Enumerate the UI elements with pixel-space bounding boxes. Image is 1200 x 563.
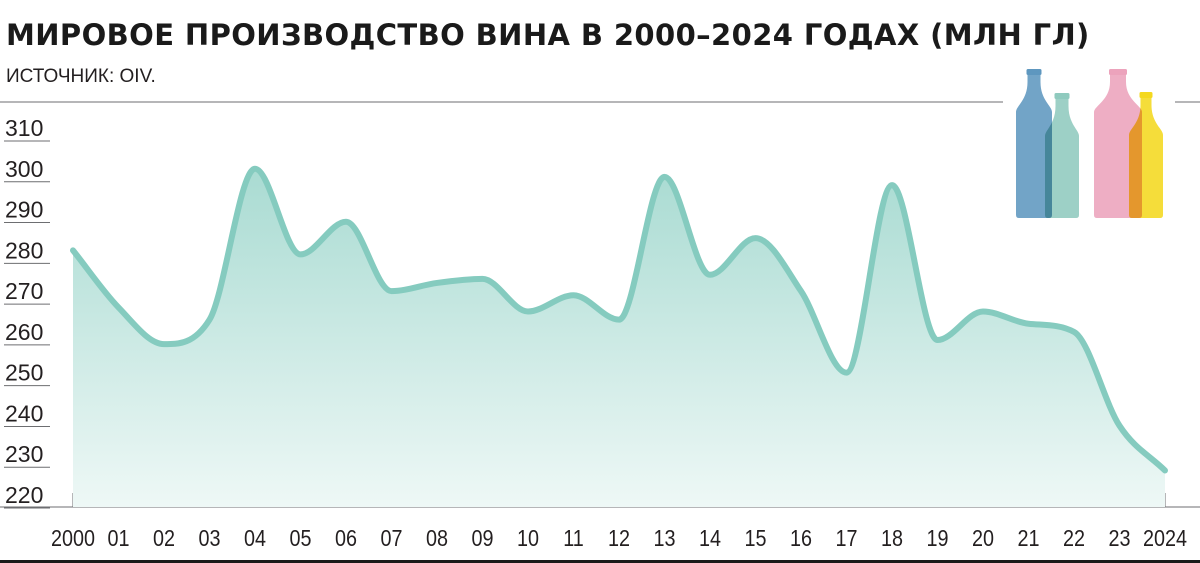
x-tick-label: 10 bbox=[517, 526, 539, 552]
teal-bottle-icon-cap bbox=[1054, 93, 1070, 99]
y-tick-label: 240 bbox=[5, 400, 43, 426]
data-point bbox=[252, 166, 258, 172]
x-tick-label: 22 bbox=[1063, 526, 1085, 552]
data-point bbox=[980, 309, 986, 315]
series-line bbox=[70, 165, 1168, 474]
data-point bbox=[889, 182, 895, 188]
data-point bbox=[389, 288, 395, 294]
y-axis: 310 300 290 280 270 260 250 240 230 220 bbox=[4, 115, 50, 509]
x-tick-label: 05 bbox=[289, 526, 311, 552]
x-tick-label: 03 bbox=[198, 526, 220, 552]
production-series bbox=[70, 165, 1168, 507]
y-tick-label: 310 bbox=[5, 115, 43, 141]
data-point bbox=[798, 288, 804, 294]
data-point bbox=[707, 272, 713, 278]
data-point bbox=[935, 337, 941, 343]
y-tick-label: 270 bbox=[5, 278, 43, 304]
x-tick-label: 17 bbox=[835, 526, 857, 552]
data-point bbox=[753, 235, 759, 241]
blue-bottle-icon bbox=[1016, 71, 1052, 218]
series-area bbox=[73, 168, 1165, 507]
x-axis: 2000 01 02 03 04 05 06 07 08 09 10 11 12 13 14 15 16 17 18… bbox=[51, 493, 1187, 551]
blue-bottle-icon-cap bbox=[1026, 69, 1042, 75]
x-tick-label: 16 bbox=[790, 526, 812, 552]
data-point bbox=[343, 219, 349, 225]
x-tick-label: 2024 bbox=[1143, 526, 1187, 552]
data-point bbox=[662, 174, 668, 180]
data-point bbox=[116, 304, 122, 310]
data-point bbox=[616, 317, 622, 323]
x-tick-label: 02 bbox=[153, 526, 175, 552]
yellow-bottle-icon bbox=[1129, 94, 1163, 218]
data-point bbox=[207, 317, 213, 323]
data-point bbox=[434, 280, 440, 286]
data-point bbox=[161, 341, 167, 347]
yellow-bottle-icon-cap bbox=[1139, 92, 1153, 98]
x-tick-label: 19 bbox=[926, 526, 948, 552]
bottom-rule bbox=[0, 560, 1200, 563]
teal-bottle-icon bbox=[1045, 95, 1079, 218]
y-tick-label: 250 bbox=[5, 360, 43, 386]
data-point bbox=[1071, 329, 1077, 335]
pink-bottle-icon-cap bbox=[1109, 69, 1127, 75]
data-point bbox=[298, 251, 304, 257]
chart-source: ИСТОЧНИК: OIV. bbox=[6, 66, 156, 87]
x-tick-label: 20 bbox=[972, 526, 994, 552]
x-tick-label: 2000 bbox=[51, 526, 95, 552]
x-tick-label: 01 bbox=[107, 526, 129, 552]
data-point bbox=[1026, 321, 1032, 327]
wine-bottles-icon bbox=[1016, 69, 1163, 218]
y-tick-label: 260 bbox=[5, 319, 43, 345]
x-tick-label: 09 bbox=[471, 526, 493, 552]
y-tick-label: 230 bbox=[5, 441, 43, 467]
x-tick-label: 06 bbox=[335, 526, 357, 552]
x-tick-label: 08 bbox=[426, 526, 448, 552]
x-tick-label: 07 bbox=[380, 526, 402, 552]
x-tick-label: 04 bbox=[244, 526, 266, 552]
data-point bbox=[525, 309, 531, 315]
data-point bbox=[844, 370, 850, 376]
x-tick-label: 23 bbox=[1108, 526, 1130, 552]
x-tick-label: 12 bbox=[608, 526, 630, 552]
data-point bbox=[480, 276, 486, 282]
data-point bbox=[70, 247, 76, 253]
x-tick-label: 13 bbox=[653, 526, 675, 552]
data-point bbox=[1162, 468, 1168, 474]
y-tick-label: 290 bbox=[5, 197, 43, 223]
y-tick-label: 280 bbox=[5, 237, 43, 263]
x-tick-label: 21 bbox=[1017, 526, 1039, 552]
x-tick-label: 15 bbox=[744, 526, 766, 552]
data-point bbox=[571, 292, 577, 298]
data-point bbox=[1117, 423, 1123, 429]
chart-title: МИРОВОЕ ПРОИЗВОДСТВО ВИНА В 2000–2024 ГО… bbox=[6, 18, 1090, 52]
x-tick-label: 18 bbox=[881, 526, 903, 552]
y-tick-label: 220 bbox=[5, 482, 43, 508]
x-tick-label: 14 bbox=[699, 526, 721, 552]
y-tick-label: 300 bbox=[5, 156, 43, 182]
x-tick-label: 11 bbox=[563, 526, 584, 552]
